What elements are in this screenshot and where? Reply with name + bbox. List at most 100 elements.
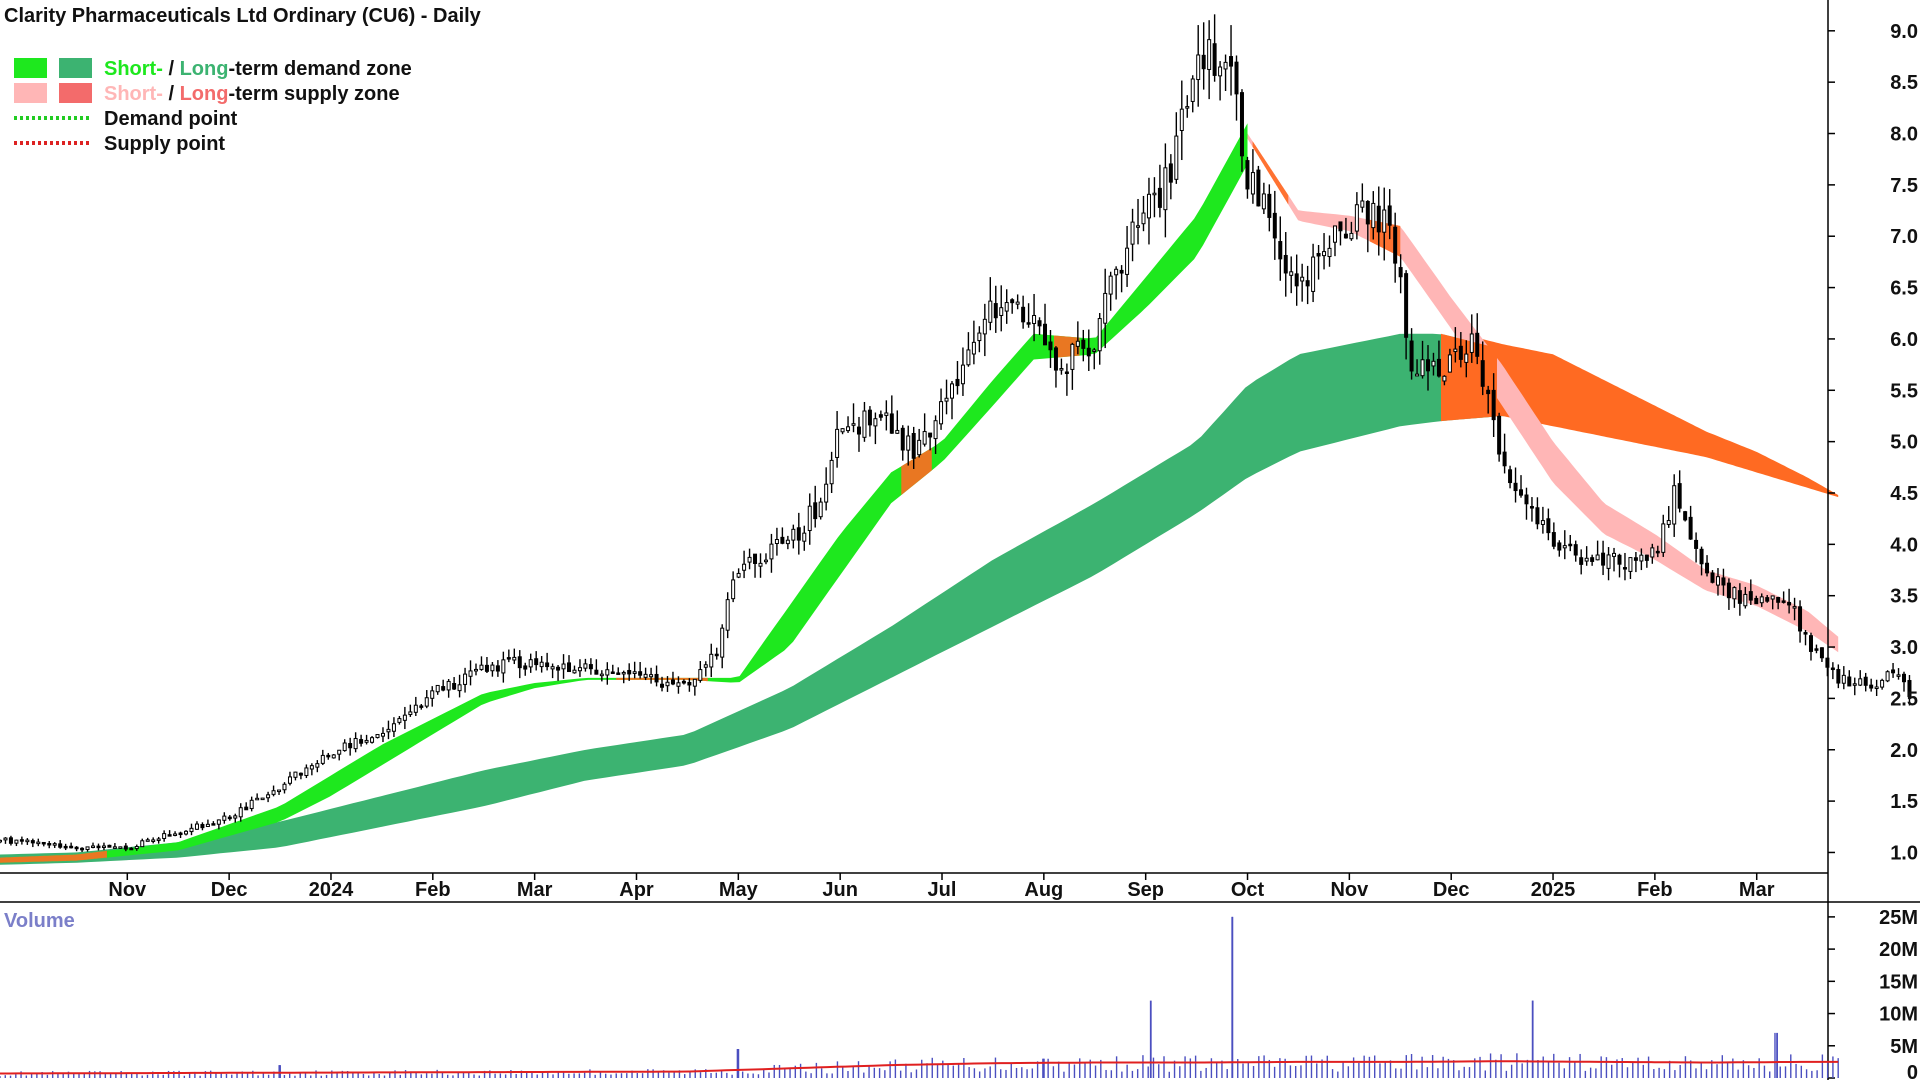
candle-body xyxy=(802,532,807,542)
candle-body xyxy=(1010,299,1015,304)
candle-body xyxy=(1174,135,1179,180)
candle-body xyxy=(1207,39,1212,70)
legend-label-part: -term demand zone xyxy=(228,58,411,80)
candle-body xyxy=(1524,494,1529,505)
candle-body xyxy=(1852,683,1857,686)
price-tick-label: 1.5 xyxy=(1890,791,1918,813)
candle-body xyxy=(287,776,292,784)
candle-body xyxy=(211,823,216,826)
candle-body xyxy=(1568,543,1573,547)
candle-body xyxy=(758,562,763,567)
candle-body xyxy=(205,823,210,828)
candle-body xyxy=(1705,562,1710,574)
candle-body xyxy=(1830,667,1835,671)
candle-body xyxy=(1508,469,1513,484)
candle-body xyxy=(1688,516,1693,540)
candle-body xyxy=(1004,302,1009,312)
legend-label-part: Long xyxy=(180,58,229,80)
candle-body xyxy=(200,824,205,829)
candle-body xyxy=(1655,550,1660,554)
candle-body xyxy=(1130,221,1135,245)
legend-label: Supply point xyxy=(104,133,225,155)
candle-body xyxy=(1305,280,1310,287)
candle-body xyxy=(52,843,57,846)
candle-body xyxy=(1114,268,1119,276)
candle-body xyxy=(1748,591,1753,601)
candle-body xyxy=(441,686,446,691)
candle-body xyxy=(1480,360,1485,387)
candle-body xyxy=(337,749,342,755)
candle-body xyxy=(271,790,276,795)
candle-body xyxy=(846,426,851,432)
candle-body xyxy=(829,459,834,485)
candle-body xyxy=(140,840,145,848)
candle-body xyxy=(660,683,665,688)
candle-body xyxy=(1393,226,1398,264)
candle-body xyxy=(1907,680,1912,698)
candle-body xyxy=(1245,160,1250,190)
candle-body xyxy=(1475,332,1480,357)
candle-body xyxy=(889,413,894,434)
volume-tick-label: 10M xyxy=(1879,1004,1918,1026)
candle-body xyxy=(1032,314,1037,324)
time-tick-label: Feb xyxy=(415,879,451,901)
candle-body xyxy=(780,536,785,544)
candle-body xyxy=(616,672,621,675)
candle-body xyxy=(1229,56,1234,67)
candle-body xyxy=(1043,323,1048,346)
candle-body xyxy=(298,772,303,776)
candle-body xyxy=(1513,482,1518,492)
candle-body xyxy=(1661,523,1666,553)
candle-body xyxy=(156,838,161,841)
zone-crossover-segment xyxy=(1252,141,1289,205)
candle-body xyxy=(1781,600,1786,603)
candle-body xyxy=(1343,233,1348,239)
candle-body xyxy=(534,658,539,666)
candle-body xyxy=(1119,269,1124,274)
candle-body xyxy=(1754,597,1759,605)
candle-body xyxy=(528,659,533,668)
candle-body xyxy=(971,341,976,355)
time-tick-label: Mar xyxy=(517,879,553,901)
candle-body xyxy=(818,501,823,518)
candle-body xyxy=(1841,674,1846,684)
candle-body xyxy=(80,847,85,851)
candle-body xyxy=(85,846,90,850)
candle-body xyxy=(370,737,375,743)
time-tick-label: 2025 xyxy=(1531,879,1576,901)
candle-body xyxy=(1354,204,1359,232)
candle-body xyxy=(282,783,287,791)
candle-body xyxy=(545,662,550,668)
candle-body xyxy=(0,839,3,843)
candle-body xyxy=(742,563,747,571)
price-tick-label: 6.5 xyxy=(1890,278,1918,300)
candle-body xyxy=(1338,221,1343,232)
candle-body xyxy=(643,673,648,678)
candle-body xyxy=(813,502,818,520)
candle-body xyxy=(1409,340,1414,372)
candle-body xyxy=(1108,275,1113,295)
candle-body xyxy=(1726,582,1731,599)
time-tick-label: Oct xyxy=(1231,879,1265,901)
candle-body xyxy=(1212,43,1217,76)
candle-body xyxy=(1185,106,1190,109)
candle-body xyxy=(982,318,987,335)
legend-label: Short- / Long-term demand zone xyxy=(104,58,412,80)
candle-body xyxy=(408,711,413,716)
candle-body xyxy=(895,429,900,434)
legend-label-part: -term supply zone xyxy=(228,83,399,105)
candle-body xyxy=(1316,253,1321,257)
price-tick-label: 8.0 xyxy=(1890,124,1918,146)
candle-body xyxy=(1086,347,1091,357)
candle-body xyxy=(1332,225,1337,243)
candle-body xyxy=(1442,375,1447,382)
long-term-supply-zone xyxy=(1461,333,1839,498)
candle-body xyxy=(1021,306,1026,323)
candle-body xyxy=(791,528,796,541)
time-tick-label: Apr xyxy=(619,879,654,901)
candle-body xyxy=(539,661,544,668)
candle-body xyxy=(747,556,752,563)
candle-body xyxy=(774,539,779,545)
candle-body xyxy=(1141,212,1146,225)
candle-body xyxy=(840,428,845,433)
